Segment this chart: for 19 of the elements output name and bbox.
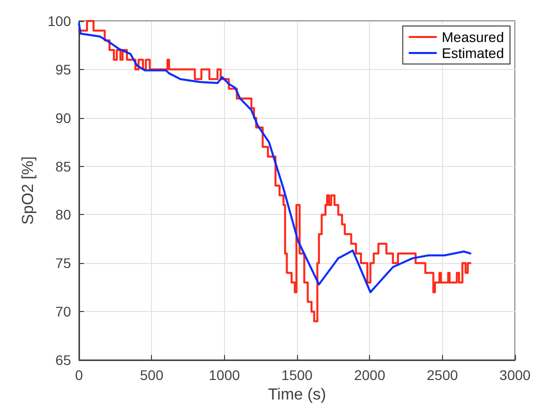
y-tick-label: 90 — [55, 110, 72, 126]
y-tick-label: 70 — [55, 304, 72, 320]
y-tick-label: 75 — [55, 255, 72, 272]
legend-label: Measured — [442, 29, 504, 45]
x-tick-label: 2500 — [426, 367, 458, 383]
y-tick-label: 65 — [55, 352, 72, 368]
x-tick-label: 1000 — [208, 367, 240, 383]
x-tick-label: 0 — [75, 367, 84, 383]
x-tick-label: 3000 — [499, 367, 531, 383]
y-tick-label: 100 — [48, 13, 72, 29]
x-axis-title: Time (s) — [268, 386, 326, 404]
x-tick-label: 1500 — [281, 367, 313, 383]
legend-label: Estimated — [442, 45, 504, 61]
x-tick-label: 500 — [140, 367, 164, 383]
x-tick-label: 2000 — [354, 367, 386, 383]
y-tick-label: 85 — [55, 158, 72, 174]
y-tick-label: 95 — [55, 61, 72, 78]
y-axis-title: SpO2 [%] — [20, 156, 38, 225]
y-tick-label: 80 — [55, 206, 72, 223]
